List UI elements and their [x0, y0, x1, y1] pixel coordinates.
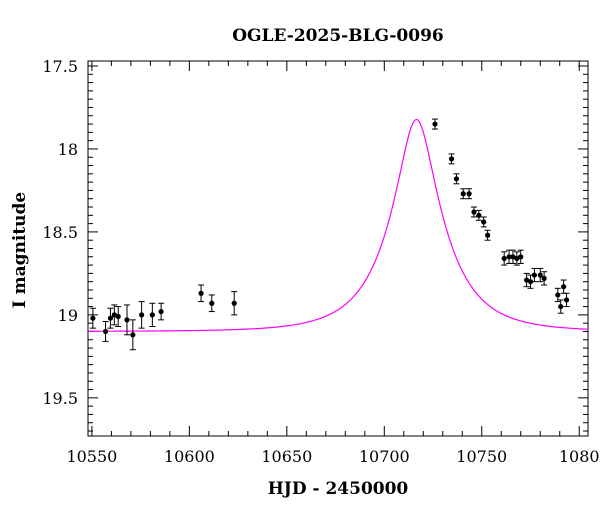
data-point — [129, 319, 136, 351]
data-marker — [90, 315, 96, 321]
data-point — [208, 294, 215, 313]
y-tick-label: 18 — [58, 140, 78, 159]
data-point — [149, 302, 156, 327]
data-point — [111, 304, 118, 326]
data-marker — [563, 297, 570, 303]
y-tick-label: 19.5 — [42, 389, 78, 408]
model-line — [88, 118, 588, 332]
data-marker — [432, 121, 438, 127]
data-point — [89, 307, 96, 329]
data-marker — [471, 209, 477, 215]
data-point — [501, 251, 508, 266]
data-marker — [115, 313, 121, 320]
x-axis-ticks: 10550 10600 10650 10700 10750 1080 — [66, 61, 600, 466]
data-marker — [460, 191, 466, 197]
data-marker — [149, 312, 155, 318]
x-tick-label: 10750 — [456, 447, 507, 466]
data-point — [102, 321, 109, 342]
data-marker — [558, 303, 564, 310]
data-marker — [527, 279, 534, 285]
data-marker — [523, 277, 530, 283]
y-axis-ticks: 17.5 18 18.5 19 19.5 — [42, 57, 588, 432]
x-tick-label: 10600 — [164, 447, 215, 466]
data-marker — [102, 328, 109, 335]
data-marker — [107, 315, 114, 321]
y-axis-label: I magnitude — [10, 192, 30, 309]
data-marker — [514, 255, 520, 262]
data-marker — [209, 300, 215, 306]
data-point — [466, 188, 473, 200]
data-marker — [111, 312, 117, 318]
data-point — [158, 302, 165, 321]
data-marker — [506, 254, 512, 260]
data-point — [453, 173, 460, 185]
y-tick-label: 18.5 — [42, 223, 78, 242]
data-marker — [537, 272, 543, 278]
data-marker — [541, 275, 547, 281]
data-point — [517, 249, 524, 264]
data-point — [138, 301, 145, 329]
y-tick-label: 17.5 — [42, 57, 78, 76]
data-marker — [453, 176, 460, 182]
data-point — [470, 206, 477, 218]
y-tick-label: 19 — [58, 306, 78, 325]
data-point — [523, 272, 530, 288]
data-marker — [198, 290, 204, 296]
data-point — [537, 267, 544, 283]
x-tick-label: 10550 — [66, 447, 117, 466]
data-points — [89, 118, 570, 351]
data-marker — [130, 332, 136, 338]
data-point — [460, 188, 467, 200]
data-marker — [139, 312, 145, 318]
x-tick-label: 10700 — [359, 447, 410, 466]
data-marker — [561, 284, 567, 290]
data-point — [198, 284, 205, 303]
data-point — [448, 153, 455, 165]
chart-title: OGLE-2025-BLG-0096 — [232, 26, 444, 46]
data-point — [531, 267, 538, 283]
data-marker — [518, 254, 524, 260]
data-point — [475, 209, 482, 221]
data-marker — [485, 232, 491, 238]
x-axis-label: HJD - 2450000 — [268, 479, 409, 499]
data-point — [484, 229, 491, 241]
data-point — [541, 271, 548, 286]
data-marker — [531, 272, 537, 278]
data-point — [557, 299, 564, 314]
plot-border — [87, 60, 589, 437]
data-marker — [476, 212, 482, 218]
data-point — [231, 291, 238, 316]
data-point — [123, 304, 130, 336]
data-marker — [555, 292, 561, 298]
data-point — [480, 216, 487, 228]
x-tick-label: 10650 — [261, 447, 312, 466]
data-marker — [158, 308, 164, 315]
data-point — [554, 287, 561, 303]
data-point — [115, 306, 122, 327]
data-marker — [481, 219, 487, 225]
data-marker — [448, 156, 455, 162]
data-marker — [124, 317, 130, 323]
data-point — [563, 292, 570, 308]
model-curve — [88, 118, 588, 332]
data-marker — [231, 300, 237, 306]
data-point — [431, 118, 438, 130]
data-marker — [510, 254, 516, 260]
plot-frame — [87, 60, 589, 437]
data-marker — [466, 191, 472, 197]
data-point — [560, 279, 567, 294]
data-point — [509, 249, 516, 264]
data-point — [513, 251, 520, 266]
data-point — [107, 307, 114, 329]
x-tick-label: 1080 — [559, 447, 600, 466]
data-marker — [501, 255, 507, 262]
